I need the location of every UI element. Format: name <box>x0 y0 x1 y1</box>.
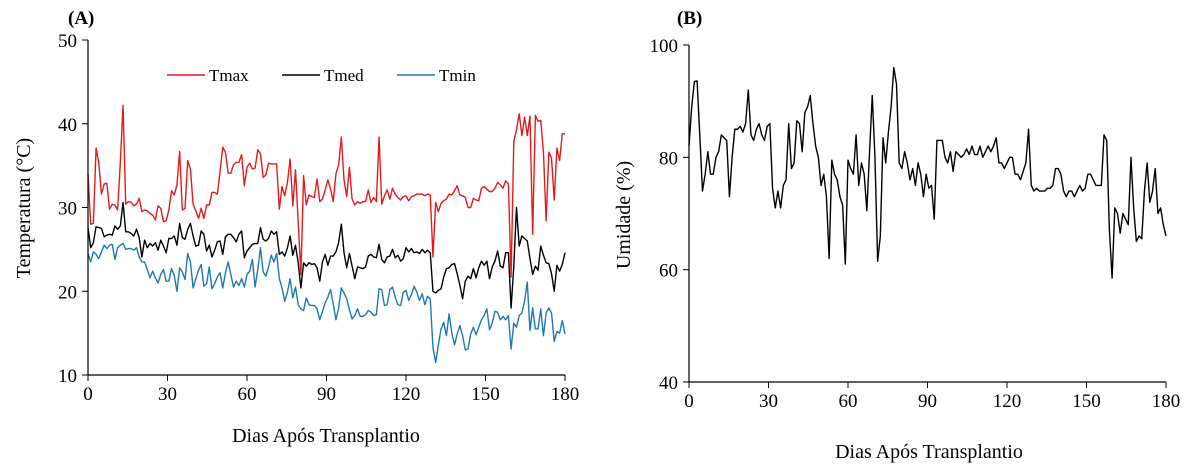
legend-label: Tmin <box>439 66 476 85</box>
panel-label-b: (B) <box>677 8 702 29</box>
x-tick-label: 120 <box>392 384 421 405</box>
x-tick-label: 90 <box>918 391 937 412</box>
y-tick-label: 10 <box>58 366 77 387</box>
y-axis-label-b: Umidade (%) <box>613 161 635 269</box>
legend-label: Tmed <box>324 66 364 85</box>
temperature-chart: (A) 0 30 60 90 120 150 180 10 20 30 40 50 Tmax Tmed T… <box>13 8 579 447</box>
y-tick-label: 50 <box>58 31 77 52</box>
series-line-tmed <box>87 201 566 309</box>
x-tick-label: 180 <box>551 384 580 405</box>
x-tick-label: 90 <box>317 384 336 405</box>
y-tick-label: 40 <box>659 373 678 394</box>
x-tick-label: 60 <box>238 384 257 405</box>
x-tick-label: 120 <box>993 391 1022 412</box>
x-tick-label: 60 <box>839 391 858 412</box>
y-tick-label: 40 <box>58 115 77 136</box>
x-tick-label: 0 <box>83 384 93 405</box>
y-tick-label: 20 <box>58 282 77 303</box>
x-tick-label: 30 <box>759 391 778 412</box>
x-tick-label: 150 <box>471 384 500 405</box>
humidity-chart: (B) 0 30 60 90 120 150 180 40 60 80 100 Dias Após … <box>613 8 1180 463</box>
x-tick-label: 180 <box>1152 391 1181 412</box>
legend-label: Tmax <box>209 66 249 85</box>
y-tick-label: 100 <box>650 36 679 57</box>
x-axis-label-b: Dias Após Transplantio <box>835 441 1023 463</box>
panel-label-a: (A) <box>68 8 94 29</box>
x-tick-label: 30 <box>158 384 177 405</box>
x-axis-label-a: Dias Após Transplantio <box>232 425 420 447</box>
x-tick-label: 150 <box>1072 391 1101 412</box>
series-line-tmin <box>87 242 566 364</box>
y-tick-label: 80 <box>659 148 678 169</box>
y-tick-label: 30 <box>58 199 77 220</box>
x-tick-label: 0 <box>684 391 694 412</box>
y-axis-label-a: Temperatura (°C) <box>13 138 35 278</box>
y-tick-label: 60 <box>659 261 678 282</box>
series-line-umidade <box>688 66 1167 279</box>
series-line-tmax <box>87 104 565 278</box>
